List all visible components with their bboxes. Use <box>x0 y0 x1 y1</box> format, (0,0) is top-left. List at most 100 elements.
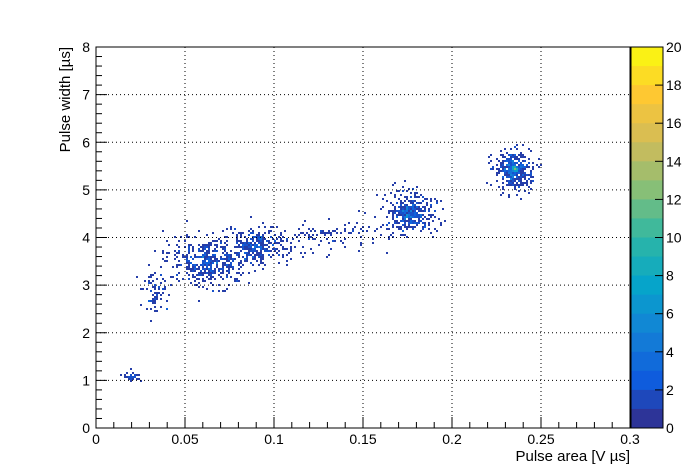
heatmap-cell <box>512 180 514 182</box>
heatmap-cell <box>298 234 300 236</box>
heatmap-cell <box>406 190 408 192</box>
heatmap-cell <box>318 244 320 246</box>
heatmap-cell <box>404 234 406 236</box>
heatmap-cell <box>180 264 182 266</box>
palette-band <box>631 199 663 219</box>
heatmap-cell <box>244 252 246 254</box>
heatmap-cell <box>184 256 186 258</box>
heatmap-cell <box>212 290 214 292</box>
heatmap-cell <box>434 210 436 212</box>
heatmap-cell <box>410 208 412 210</box>
heatmap-cell <box>198 300 200 302</box>
heatmap-cell <box>154 286 156 288</box>
heatmap-cell <box>414 222 416 224</box>
heatmap-cell <box>394 182 396 184</box>
heatmap-cell <box>260 244 262 246</box>
heatmap-cell <box>262 268 264 270</box>
heatmap-cell <box>252 252 254 254</box>
heatmap-cell <box>192 276 194 278</box>
heatmap-cell <box>502 160 504 162</box>
heatmap-cell <box>258 252 260 254</box>
heatmap-cell <box>156 298 158 300</box>
heatmap-cell <box>424 224 426 226</box>
heatmap-cell <box>130 374 132 376</box>
heatmap-cell <box>408 200 410 202</box>
heatmap-cell <box>134 374 136 376</box>
heatmap-cell <box>440 200 442 202</box>
heatmap-cell <box>510 180 512 182</box>
heatmap-cell <box>154 250 156 252</box>
heatmap-cell <box>242 272 244 274</box>
heatmap-cell <box>246 240 248 242</box>
heatmap-cell <box>526 180 528 182</box>
heatmap-cell <box>410 214 412 216</box>
heatmap-cell <box>162 278 164 280</box>
heatmap-cell <box>498 186 500 188</box>
heatmap-cell <box>166 300 168 302</box>
heatmap-cell <box>502 192 504 194</box>
heatmap-cell <box>422 218 424 220</box>
heatmap-cell <box>518 158 520 160</box>
heatmap-cell <box>504 174 506 176</box>
palette-band <box>631 180 663 200</box>
heatmap-cell <box>512 166 514 168</box>
heatmap-cell <box>204 280 206 282</box>
heatmap-cell <box>240 262 242 264</box>
heatmap-cell <box>360 244 362 246</box>
heatmap-cell <box>294 234 296 236</box>
heatmap-cell <box>422 210 424 212</box>
heatmap-cell <box>200 256 202 258</box>
heatmap-cell <box>518 180 520 182</box>
heatmap-cell <box>242 256 244 258</box>
heatmap-cell <box>208 262 210 264</box>
heatmap-cell <box>410 202 412 204</box>
heatmap-cell <box>414 212 416 214</box>
heatmap-cell <box>206 246 208 248</box>
heatmap-cell <box>208 264 210 266</box>
heatmap-cell <box>328 230 330 232</box>
heatmap-cell <box>242 248 244 250</box>
heatmap-cell <box>128 378 130 380</box>
heatmap-cell <box>248 234 250 236</box>
heatmap-cell <box>210 242 212 244</box>
heatmap-cell <box>280 240 282 242</box>
heatmap-cell <box>154 284 156 286</box>
heatmap-cell <box>508 162 510 164</box>
heatmap-cell <box>250 232 252 234</box>
heatmap-cell <box>238 244 240 246</box>
heatmap-cell <box>258 264 260 266</box>
heatmap-cell <box>348 222 350 224</box>
heatmap-cell <box>532 162 534 164</box>
heatmap-cell <box>424 198 426 200</box>
heatmap-cell <box>402 214 404 216</box>
heatmap-cell <box>192 258 194 260</box>
heatmap-cell <box>250 244 252 246</box>
heatmap-cell <box>508 176 510 178</box>
heatmap-cell <box>238 232 240 234</box>
heatmap-cell <box>256 234 258 236</box>
heatmap-cell <box>354 226 356 228</box>
heatmap-cell <box>198 274 200 276</box>
heatmap-cell <box>206 250 208 252</box>
heatmap-cell <box>530 180 532 182</box>
heatmap-cell <box>520 198 522 200</box>
heatmap-cell <box>290 248 292 250</box>
heatmap-cell <box>504 160 506 162</box>
heatmap-cell <box>518 186 520 188</box>
palette-tick-label: 12 <box>666 191 682 207</box>
heatmap-cell <box>216 264 218 266</box>
heatmap-cell <box>202 246 204 248</box>
heatmap-cell <box>410 222 412 224</box>
heatmap-cell <box>510 178 512 180</box>
heatmap-cell <box>252 248 254 250</box>
heatmap-cell <box>404 196 406 198</box>
heatmap-cell <box>250 248 252 250</box>
heatmap-cell <box>516 158 518 160</box>
heatmap-cell <box>508 166 510 168</box>
heatmap-cell <box>244 258 246 260</box>
heatmap-cell <box>268 254 270 256</box>
palette-band <box>631 370 663 391</box>
heatmap-cell <box>412 188 414 190</box>
heatmap-cell <box>360 242 362 244</box>
heatmap-cell <box>222 258 224 260</box>
